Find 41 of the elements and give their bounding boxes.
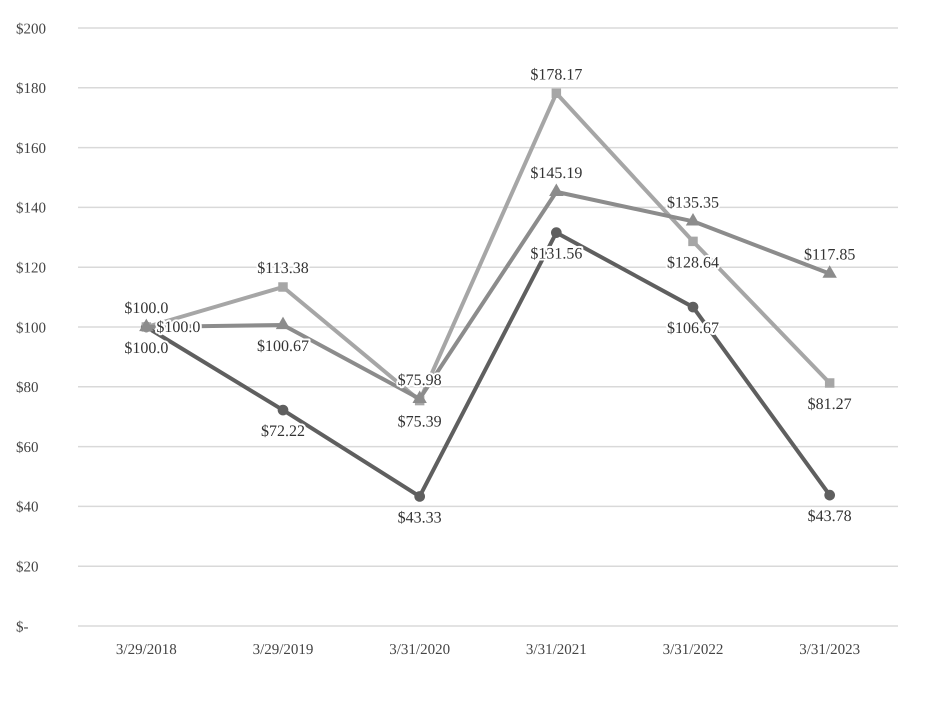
x-tick-label: 3/31/2020 xyxy=(389,642,450,658)
y-tick-label: $80 xyxy=(16,380,38,396)
point xyxy=(414,491,426,502)
data-label: $113.38 xyxy=(257,260,309,277)
y-tick-label: $200 xyxy=(16,21,46,38)
data-label: $75.39 xyxy=(398,414,442,431)
y-tick-label: $180 xyxy=(16,81,46,98)
y-tick-label: $- xyxy=(16,619,28,636)
data-label: $145.19 xyxy=(530,164,582,182)
data-label: $117.85 xyxy=(804,246,856,264)
data-label: $128.64 xyxy=(667,254,719,272)
x-tick-label: 3/31/2023 xyxy=(799,642,860,658)
data-label: $72.22 xyxy=(261,423,305,440)
y-tick-label: $100 xyxy=(16,320,46,336)
point xyxy=(550,227,562,238)
data-label: $43.33 xyxy=(398,509,442,526)
y-tick-label: $40 xyxy=(16,500,38,516)
x-tick-label: 3/29/2018 xyxy=(116,642,177,658)
data-label: $100.67 xyxy=(257,338,309,355)
x-tick-label: 3/29/2019 xyxy=(252,642,314,658)
point xyxy=(278,282,288,292)
y-tick-label: $160 xyxy=(16,140,46,157)
point xyxy=(688,236,698,246)
point xyxy=(552,88,562,98)
y-tick-label: $20 xyxy=(16,559,38,576)
x-tick-label: 3/31/2022 xyxy=(662,642,724,658)
data-label: $100.0 xyxy=(124,300,168,317)
point xyxy=(688,302,698,312)
y-tick-label: $60 xyxy=(16,440,38,456)
data-label: $100.0 xyxy=(156,319,200,336)
point xyxy=(824,490,836,500)
point xyxy=(278,404,288,416)
y-tick-label: $140 xyxy=(16,200,46,217)
data-label: $178.17 xyxy=(530,66,582,84)
data-label: $100.0 xyxy=(124,340,168,357)
data-label: $81.27 xyxy=(808,396,852,414)
y-tick-label: $120 xyxy=(16,260,46,276)
x-tick-label: 3/31/2021 xyxy=(526,642,587,658)
point xyxy=(824,378,834,388)
data-label: $135.35 xyxy=(667,194,719,212)
data-label: $43.78 xyxy=(808,508,852,526)
